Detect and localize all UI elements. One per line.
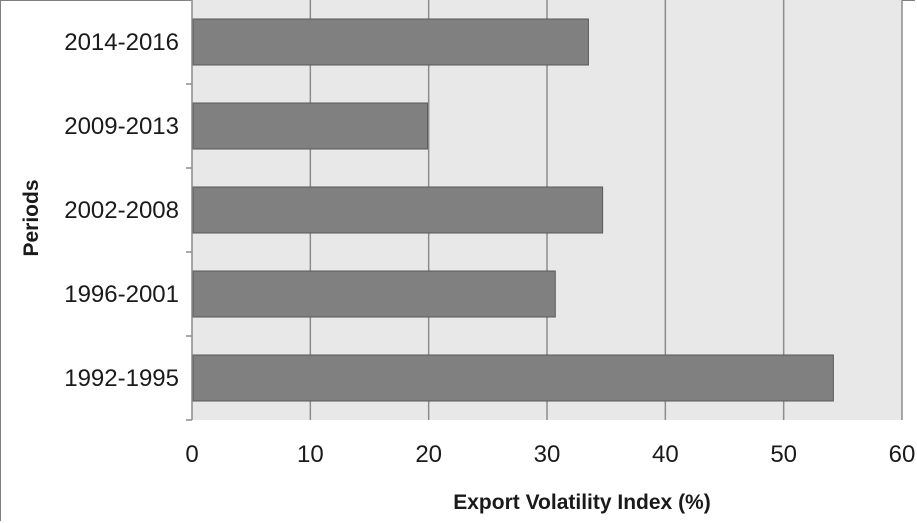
x-tick-label-30: 30	[534, 441, 561, 468]
y-tick-label-1992-1995: 1992-1995	[64, 365, 179, 392]
bar-1992-1995	[192, 354, 834, 402]
bars	[192, 18, 834, 402]
bar-2009-2013	[192, 102, 428, 150]
bar-2014-2016	[192, 18, 589, 66]
y-tick-marks	[186, 0, 192, 421]
bar-1996-2001	[192, 270, 556, 318]
x-axis-title: Export Volatility Index (%)	[453, 491, 710, 514]
bar-2002-2008	[192, 186, 604, 234]
x-tick-label-0: 0	[185, 441, 198, 468]
y-axis-title: Periods	[20, 179, 43, 256]
y-tick-label-2014-2016: 2014-2016	[64, 29, 179, 56]
y-tick-label-2009-2013: 2009-2013	[64, 113, 179, 140]
x-tick-label-20: 20	[415, 441, 442, 468]
y-tick-labels: 2014-2016 2009-2013 2002-2008 1996-2001 1992…	[64, 29, 179, 392]
y-tick-label-1996-2001: 1996-2001	[64, 281, 179, 308]
x-tick-label-60: 60	[889, 441, 916, 468]
x-tick-label-40: 40	[652, 441, 679, 468]
x-tick-labels: 0 10 20 30 40 50 60	[185, 441, 915, 468]
x-tick-label-10: 10	[297, 441, 324, 468]
y-tick-label-2002-2008: 2002-2008	[64, 197, 179, 224]
x-tick-label-50: 50	[770, 441, 797, 468]
